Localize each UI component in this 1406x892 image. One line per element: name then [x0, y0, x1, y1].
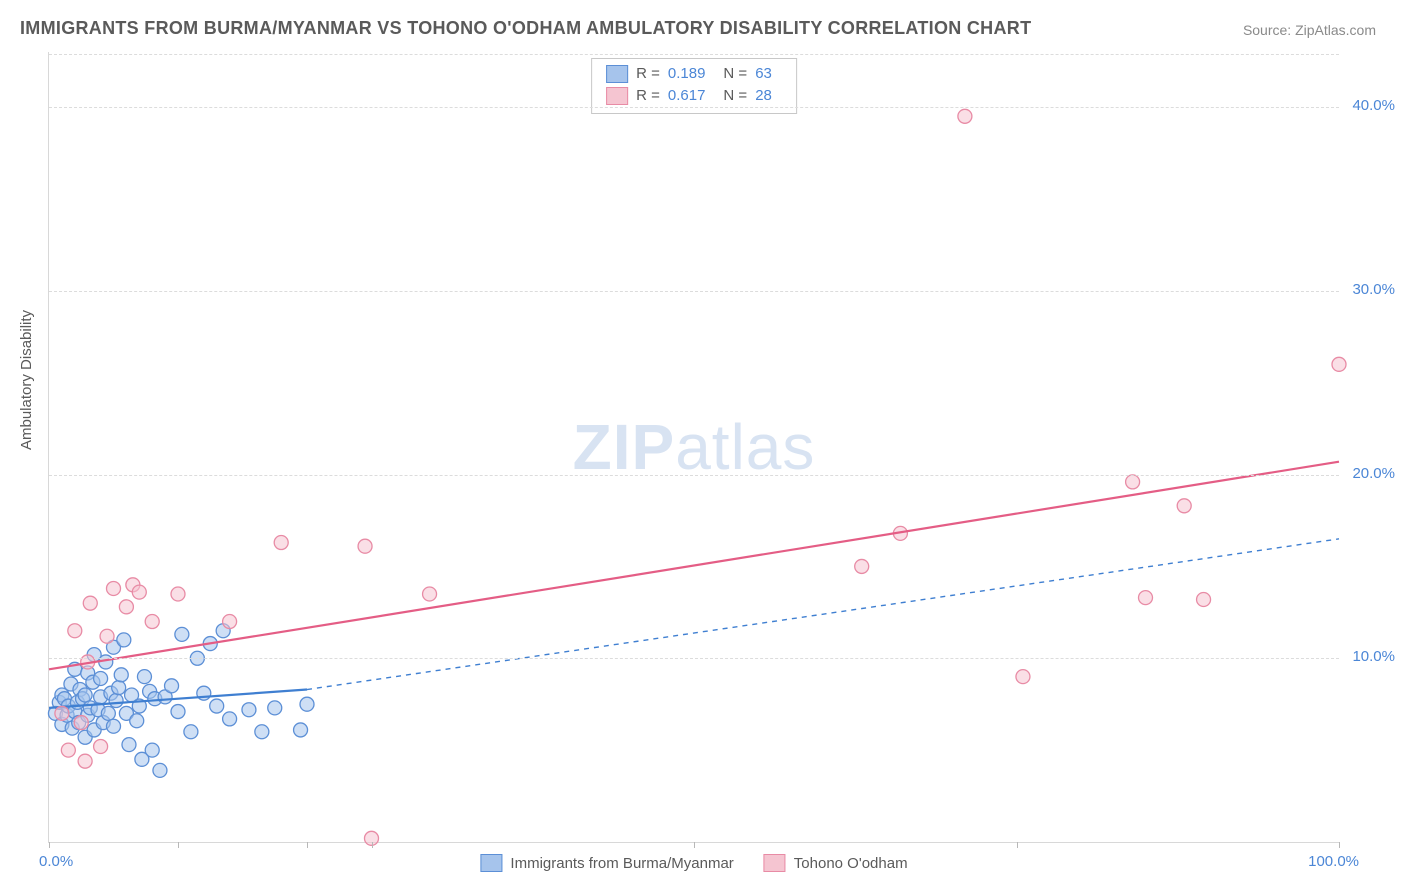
series-legend: Immigrants from Burma/Myanmar Tohono O'od… — [480, 854, 907, 872]
data-point — [268, 701, 282, 715]
data-point — [107, 581, 121, 595]
data-point — [184, 725, 198, 739]
data-point — [145, 743, 159, 757]
x-tick — [372, 842, 373, 848]
source-label: Source: ZipAtlas.com — [1243, 22, 1376, 38]
data-point — [855, 559, 869, 573]
data-point — [145, 615, 159, 629]
data-point — [1126, 475, 1140, 489]
x-tick — [1339, 842, 1340, 848]
legend-r-label: R = — [636, 85, 660, 107]
data-point — [171, 705, 185, 719]
data-point — [94, 671, 108, 685]
data-point — [119, 600, 133, 614]
y-axis-label: Ambulatory Disability — [18, 310, 35, 450]
gridline — [49, 475, 1339, 476]
y-tick-label: 40.0% — [1352, 97, 1395, 114]
correlation-legend: R = 0.189 N = 63 R = 0.617 N = 28 — [591, 58, 797, 114]
data-point — [242, 703, 256, 717]
series-legend-item: Tohono O'odham — [764, 854, 908, 872]
gridline — [49, 54, 1339, 55]
data-point — [274, 536, 288, 550]
data-point — [223, 712, 237, 726]
data-point — [114, 668, 128, 682]
data-point — [100, 629, 114, 643]
data-point — [1016, 670, 1030, 684]
data-point — [171, 587, 185, 601]
legend-swatch — [480, 854, 502, 872]
legend-r-value: 0.617 — [668, 85, 706, 107]
series-legend-label: Tohono O'odham — [794, 855, 908, 872]
data-point — [210, 699, 224, 713]
data-point — [61, 743, 75, 757]
legend-swatch — [606, 87, 628, 105]
legend-n-label: N = — [723, 63, 747, 85]
data-point — [358, 539, 372, 553]
data-point — [68, 624, 82, 638]
svg-plot — [49, 52, 1339, 842]
legend-swatch — [606, 65, 628, 83]
legend-r-value: 0.189 — [668, 63, 706, 85]
legend-n-label: N = — [723, 85, 747, 107]
data-point — [101, 706, 115, 720]
data-point — [112, 681, 126, 695]
data-point — [255, 725, 269, 739]
data-point — [78, 688, 92, 702]
data-point — [175, 627, 189, 641]
data-point — [94, 739, 108, 753]
chart-container: IMMIGRANTS FROM BURMA/MYANMAR VS TOHONO … — [0, 0, 1406, 892]
regression-line — [49, 462, 1339, 670]
gridline — [49, 291, 1339, 292]
data-point — [1177, 499, 1191, 513]
data-point — [117, 633, 131, 647]
data-point — [1332, 357, 1346, 371]
series-legend-item: Immigrants from Burma/Myanmar — [480, 854, 733, 872]
y-tick-label: 30.0% — [1352, 281, 1395, 298]
data-point — [300, 697, 314, 711]
data-point — [294, 723, 308, 737]
chart-title: IMMIGRANTS FROM BURMA/MYANMAR VS TOHONO … — [20, 18, 1031, 39]
data-point — [55, 706, 69, 720]
legend-swatch — [764, 854, 786, 872]
data-point — [130, 714, 144, 728]
x-tick — [178, 842, 179, 848]
y-tick-label: 10.0% — [1352, 648, 1395, 665]
x-axis-label-left: 0.0% — [39, 853, 73, 870]
x-tick — [694, 842, 695, 848]
legend-row: R = 0.189 N = 63 — [606, 63, 782, 85]
data-point — [83, 596, 97, 610]
y-tick-label: 20.0% — [1352, 465, 1395, 482]
gridline — [49, 658, 1339, 659]
x-tick — [49, 842, 50, 848]
legend-r-label: R = — [636, 63, 660, 85]
x-tick — [307, 842, 308, 848]
data-point — [122, 738, 136, 752]
data-point — [78, 754, 92, 768]
data-point — [423, 587, 437, 601]
legend-row: R = 0.617 N = 28 — [606, 85, 782, 107]
data-point — [1139, 591, 1153, 605]
data-point — [165, 679, 179, 693]
x-tick — [1017, 842, 1018, 848]
data-point — [74, 716, 88, 730]
legend-n-value: 28 — [755, 85, 772, 107]
plot-area: ZIPatlas 0.0% 100.0% R = 0.189N = 63R = … — [48, 52, 1339, 843]
legend-n-value: 63 — [755, 63, 772, 85]
data-point — [958, 109, 972, 123]
data-point — [109, 694, 123, 708]
data-point — [107, 719, 121, 733]
data-point — [153, 763, 167, 777]
series-legend-label: Immigrants from Burma/Myanmar — [510, 855, 733, 872]
data-point — [1197, 592, 1211, 606]
regression-extension — [307, 539, 1339, 690]
data-point — [223, 615, 237, 629]
data-point — [137, 670, 151, 684]
gridline — [49, 107, 1339, 108]
data-point — [132, 585, 146, 599]
x-axis-label-right: 100.0% — [1308, 853, 1359, 870]
